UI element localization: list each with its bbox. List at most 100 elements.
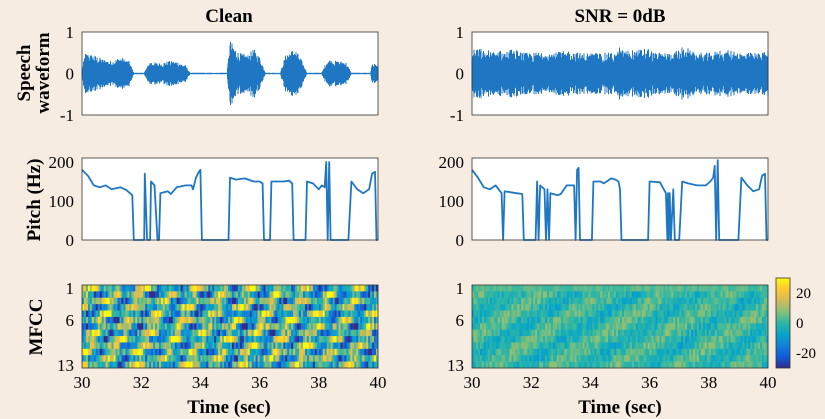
mfcc-cell	[621, 285, 625, 292]
mfcc-cell	[149, 355, 152, 362]
mfcc-cell	[539, 361, 542, 369]
mfcc-cell	[322, 348, 326, 356]
mfcc-cell	[196, 285, 199, 292]
mfcc-cell	[673, 336, 676, 343]
mfcc-cell	[693, 304, 696, 311]
mfcc-cell	[746, 323, 749, 330]
mfcc-cell	[285, 336, 288, 343]
mfcc-cell	[750, 291, 753, 299]
mfcc-cell	[505, 348, 508, 356]
mfcc-cell	[527, 316, 530, 324]
mfcc-cell	[687, 361, 690, 369]
mfcc-cell	[752, 329, 755, 337]
mfcc-cell	[119, 348, 122, 356]
mfcc-cell	[752, 323, 755, 330]
mfcc-cell	[356, 355, 359, 362]
mfcc-cell	[513, 304, 516, 311]
mfcc-cell	[481, 361, 485, 369]
mfcc-cell	[93, 361, 97, 369]
mfcc-cell	[87, 297, 91, 305]
mfcc-cell	[533, 304, 536, 311]
mfcc-cell	[556, 361, 560, 369]
mfcc-cell	[620, 336, 623, 343]
mfcc-cell	[253, 310, 256, 318]
mfcc-cell	[308, 291, 312, 299]
mfcc-cell	[539, 310, 542, 318]
mfcc-cell	[83, 355, 87, 362]
mfcc-cell	[564, 329, 568, 337]
mfcc-cell	[764, 297, 767, 305]
mfcc-cell	[702, 291, 706, 299]
mfcc-cell	[368, 342, 371, 350]
mfcc-cell	[350, 348, 353, 356]
mfcc-cell	[481, 291, 485, 299]
mfcc-cell	[608, 310, 611, 318]
mfcc-cell	[291, 355, 294, 362]
mfcc-cell	[111, 297, 114, 305]
mfcc-cell	[101, 291, 104, 299]
mfcc-cell	[277, 291, 280, 299]
mfcc-cell	[168, 285, 172, 292]
mfcc-cell	[97, 342, 101, 350]
mfcc-cell	[744, 348, 747, 356]
mfcc-cell	[117, 297, 120, 305]
mfcc-cell	[145, 323, 148, 330]
mfcc-cell	[730, 316, 733, 324]
mfcc-cell	[206, 323, 209, 330]
mfcc-cell	[214, 285, 217, 292]
mfcc-cell	[178, 304, 181, 311]
mfcc-cell	[704, 336, 708, 343]
mfcc-cell	[734, 285, 737, 292]
mfcc-cell	[700, 361, 704, 369]
mfcc-cell	[572, 323, 575, 330]
mfcc-cell	[354, 342, 357, 350]
mfcc-cell	[734, 342, 737, 350]
mfcc-cell	[588, 323, 591, 330]
mfcc-cell	[754, 310, 757, 318]
mfcc-cell	[531, 297, 534, 305]
mfcc-cell	[558, 361, 562, 369]
mfcc-cell	[665, 285, 668, 292]
mfcc-cell	[545, 336, 548, 343]
mfcc-cell	[604, 304, 607, 311]
mfcc-cell	[192, 304, 195, 311]
mfcc-cell	[103, 297, 106, 305]
mfcc-cell	[243, 285, 247, 292]
mfcc-cell	[564, 285, 568, 292]
mfcc-cell	[523, 291, 526, 299]
mfcc-cell	[87, 342, 91, 350]
mfcc-cell	[364, 355, 367, 362]
mfcc-cell	[273, 285, 276, 292]
mfcc-cell	[631, 310, 635, 318]
mfcc-cell	[574, 297, 577, 305]
mfcc-cell	[153, 329, 156, 337]
mfcc-cell	[151, 310, 154, 318]
mfcc-cell	[216, 285, 219, 292]
mfcc-cell	[243, 304, 247, 311]
mfcc-cell	[206, 329, 209, 337]
mfcc-cell	[131, 355, 134, 362]
mfcc-cell	[657, 310, 660, 318]
mfcc-cell	[336, 323, 339, 330]
mfcc-cell	[330, 323, 333, 330]
mfcc-cell	[103, 304, 106, 311]
mfcc-cell	[156, 285, 160, 292]
mfcc-cell	[564, 304, 568, 311]
mfcc-cell	[123, 342, 126, 350]
mfcc-cell	[669, 355, 672, 362]
mfcc-cell	[647, 329, 650, 337]
mfcc-cell	[202, 336, 205, 343]
mfcc-cell	[198, 316, 201, 324]
mfcc-cell	[204, 361, 207, 369]
mfcc-cell	[594, 336, 597, 343]
mfcc-cell	[277, 304, 280, 311]
mfcc-cell	[160, 342, 164, 350]
mfcc-cell	[762, 310, 765, 318]
mfcc-cell	[340, 316, 343, 324]
mfcc-cell	[174, 342, 178, 350]
mfcc-cell	[766, 323, 769, 330]
mfcc-cell	[535, 342, 538, 350]
mfcc-cell	[483, 291, 487, 299]
mfcc-cell	[237, 336, 241, 343]
mfcc-cell	[269, 291, 272, 299]
